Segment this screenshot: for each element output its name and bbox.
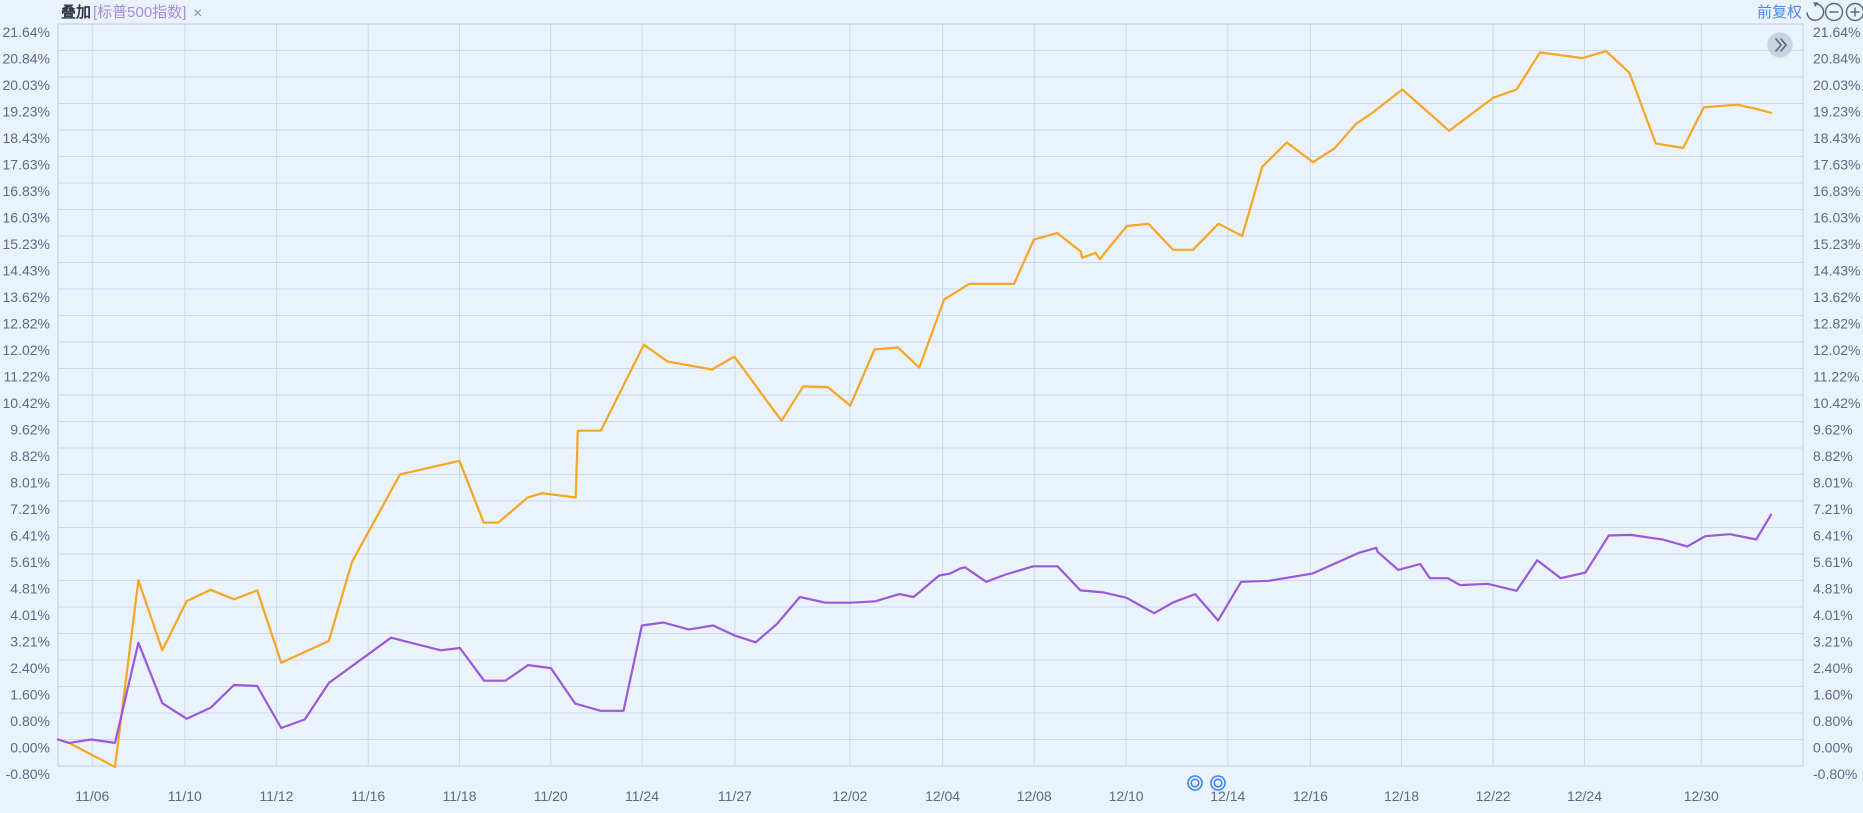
svg-text:13.62%: 13.62% [1813, 289, 1860, 305]
svg-text:12/16: 12/16 [1293, 788, 1328, 804]
svg-text:21.64%: 21.64% [1813, 24, 1860, 40]
svg-text:0.00%: 0.00% [1813, 740, 1853, 756]
svg-text:12/18: 12/18 [1384, 788, 1419, 804]
svg-text:20.03%: 20.03% [3, 77, 50, 93]
svg-text:9.62%: 9.62% [10, 422, 50, 438]
svg-text:11/10: 11/10 [168, 788, 202, 804]
svg-text:11/18: 11/18 [443, 788, 477, 804]
svg-text:11/16: 11/16 [351, 788, 385, 804]
svg-text:5.61%: 5.61% [10, 554, 50, 570]
svg-text:17.63%: 17.63% [3, 157, 50, 173]
svg-text:10.42%: 10.42% [1813, 395, 1860, 411]
svg-text:11/06: 11/06 [75, 788, 109, 804]
svg-text:5.61%: 5.61% [1813, 554, 1853, 570]
svg-text:12/10: 12/10 [1109, 788, 1144, 804]
svg-text:12.02%: 12.02% [1813, 342, 1860, 358]
svg-text:0.80%: 0.80% [1813, 713, 1853, 729]
svg-text:1.60%: 1.60% [10, 687, 50, 703]
svg-text:16.83%: 16.83% [3, 183, 50, 199]
svg-text:16.83%: 16.83% [1813, 183, 1860, 199]
svg-text:4.81%: 4.81% [1813, 581, 1853, 597]
svg-text:11/27: 11/27 [718, 788, 752, 804]
svg-text:8.82%: 8.82% [1813, 448, 1853, 464]
svg-text:15.23%: 15.23% [1813, 236, 1860, 252]
svg-text:14.43%: 14.43% [1813, 263, 1860, 279]
svg-text:0.00%: 0.00% [10, 740, 50, 756]
svg-text:12/02: 12/02 [832, 788, 867, 804]
svg-text:0.80%: 0.80% [10, 713, 50, 729]
svg-text:[标普500指数]: [标普500指数] [93, 4, 186, 21]
svg-text:1.60%: 1.60% [1813, 687, 1853, 703]
svg-text:12.02%: 12.02% [3, 342, 50, 358]
svg-text:3.21%: 3.21% [10, 634, 50, 650]
svg-text:11/12: 11/12 [259, 788, 293, 804]
svg-text:4.81%: 4.81% [10, 581, 50, 597]
svg-text:9.62%: 9.62% [1813, 422, 1853, 438]
svg-text:11.22%: 11.22% [4, 369, 50, 385]
svg-text:17.63%: 17.63% [1813, 157, 1860, 173]
svg-text:20.84%: 20.84% [1813, 51, 1860, 67]
svg-text:12/08: 12/08 [1017, 788, 1052, 804]
svg-text:11/24: 11/24 [625, 788, 659, 804]
svg-text:16.03%: 16.03% [3, 210, 50, 226]
svg-text:×: × [193, 5, 202, 22]
svg-text:-0.80%: -0.80% [6, 766, 50, 782]
svg-text:7.21%: 7.21% [1813, 501, 1853, 517]
svg-text:4.01%: 4.01% [10, 607, 50, 623]
svg-text:12/30: 12/30 [1684, 788, 1719, 804]
svg-text:8.01%: 8.01% [1813, 475, 1853, 491]
svg-text:16.03%: 16.03% [1813, 210, 1860, 226]
svg-text:15.23%: 15.23% [3, 236, 50, 252]
svg-text:19.23%: 19.23% [3, 104, 50, 120]
svg-text:2.40%: 2.40% [1813, 660, 1853, 676]
svg-text:21.64%: 21.64% [3, 24, 50, 40]
svg-text:叠加: 叠加 [61, 3, 91, 21]
svg-text:10.42%: 10.42% [3, 395, 50, 411]
svg-text:18.43%: 18.43% [1813, 130, 1860, 146]
svg-text:11/20: 11/20 [534, 788, 568, 804]
svg-text:8.01%: 8.01% [10, 475, 50, 491]
svg-text:11.22%: 11.22% [1813, 369, 1859, 385]
svg-text:12/22: 12/22 [1476, 788, 1511, 804]
svg-text:19.23%: 19.23% [1813, 104, 1860, 120]
svg-text:3.21%: 3.21% [1813, 634, 1853, 650]
svg-text:12.82%: 12.82% [1813, 316, 1860, 332]
svg-text:6.41%: 6.41% [10, 528, 50, 544]
svg-text:7.21%: 7.21% [10, 501, 50, 517]
svg-text:8.82%: 8.82% [10, 448, 50, 464]
svg-text:20.84%: 20.84% [3, 51, 50, 67]
svg-text:12/24: 12/24 [1567, 788, 1602, 804]
svg-text:2.40%: 2.40% [10, 660, 50, 676]
svg-text:4.01%: 4.01% [1813, 607, 1853, 623]
svg-text:12/04: 12/04 [925, 788, 960, 804]
svg-text:-0.80%: -0.80% [1813, 766, 1857, 782]
svg-text:18.43%: 18.43% [3, 130, 50, 146]
svg-text:20.03%: 20.03% [1813, 77, 1860, 93]
svg-text:6.41%: 6.41% [1813, 528, 1853, 544]
svg-text:13.62%: 13.62% [3, 289, 50, 305]
svg-text:前复权: 前复权 [1757, 3, 1802, 21]
svg-text:14.43%: 14.43% [3, 263, 50, 279]
svg-text:12.82%: 12.82% [3, 316, 50, 332]
